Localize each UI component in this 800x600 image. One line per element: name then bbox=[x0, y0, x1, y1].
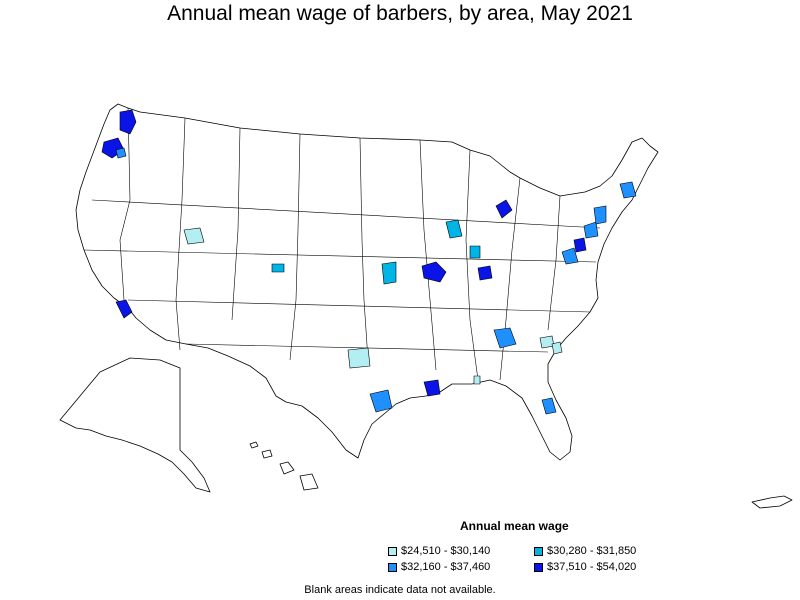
legend-swatch-2 bbox=[534, 546, 543, 556]
metro-salt-lake bbox=[183, 227, 205, 245]
legend-item-2: $30,280 - $31,850 bbox=[534, 545, 636, 557]
legend-title: Annual mean wage bbox=[460, 519, 569, 533]
metro-houston bbox=[369, 389, 393, 413]
metro-salem bbox=[115, 147, 127, 159]
metro-new-orleans bbox=[423, 379, 441, 397]
legend-item-4: $37,510 - $54,020 bbox=[534, 561, 636, 573]
metro-pensacola bbox=[473, 375, 481, 385]
metro-chicago bbox=[445, 219, 463, 239]
legend-item-1: $24,510 - $30,140 bbox=[388, 545, 490, 557]
legend-swatch-3 bbox=[388, 562, 397, 572]
metro-los-angeles bbox=[115, 299, 133, 319]
metro-boston bbox=[619, 181, 637, 199]
metro-detroit bbox=[495, 199, 513, 219]
legend-item-3: $32,160 - $37,460 bbox=[388, 561, 490, 573]
metro-tampa bbox=[541, 397, 557, 415]
metro-charleston bbox=[551, 341, 563, 355]
legend-label-2: $30,280 - $31,850 bbox=[547, 545, 637, 557]
metro-seattle bbox=[119, 109, 137, 135]
legend-swatch-1 bbox=[388, 546, 397, 556]
contiguous-us-outline bbox=[75, 103, 659, 461]
metro-kansas-city bbox=[381, 261, 397, 285]
metro-st-louis bbox=[421, 261, 447, 283]
metro-new-york bbox=[593, 205, 607, 225]
footnote: Blank areas indicate data not available. bbox=[304, 584, 496, 596]
puerto-rico bbox=[751, 495, 793, 509]
metro-denver bbox=[271, 263, 285, 273]
legend-label-1: $24,510 - $30,140 bbox=[401, 545, 491, 557]
metro-columbia bbox=[539, 335, 555, 349]
metro-baltimore bbox=[573, 237, 587, 253]
legend-label-4: $37,510 - $54,020 bbox=[547, 561, 637, 573]
metro-washington bbox=[561, 247, 579, 265]
hawaii-islands bbox=[249, 441, 319, 491]
metro-oklahoma-city bbox=[347, 347, 371, 369]
legend-swatch-4 bbox=[534, 562, 543, 572]
legend-label-3: $32,160 - $37,460 bbox=[401, 561, 491, 573]
metro-indianapolis bbox=[469, 245, 481, 259]
metro-atlanta bbox=[493, 327, 517, 349]
metro-philadelphia bbox=[583, 221, 599, 239]
map-title: Annual mean wage of barbers, by area, Ma… bbox=[167, 2, 633, 25]
metro-cincinnati bbox=[477, 265, 493, 281]
alaska-outline bbox=[59, 357, 211, 493]
